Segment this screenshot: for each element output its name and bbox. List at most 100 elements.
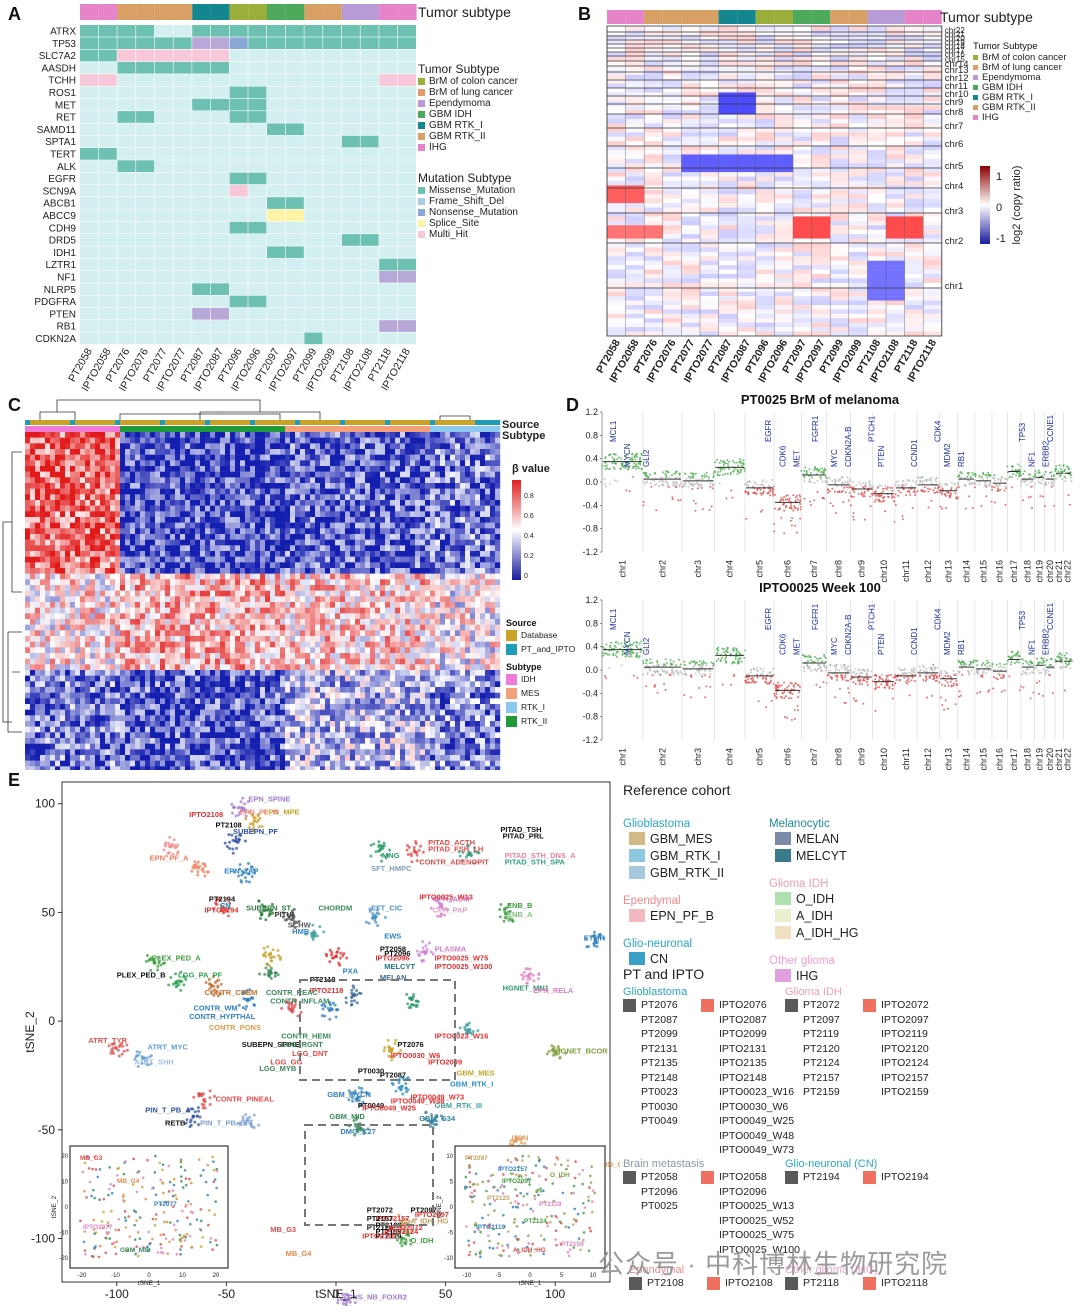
cnv-cell	[644, 190, 663, 195]
methylation-cell	[415, 591, 420, 597]
methylation-cell	[400, 562, 405, 568]
mutation-cell	[99, 271, 117, 283]
mutation-cell	[361, 333, 379, 345]
methylation-cell	[450, 568, 455, 574]
methylation-cell	[265, 534, 270, 540]
cnv-cell	[923, 84, 942, 89]
methylation-cell	[380, 483, 385, 489]
cnv-cell	[607, 106, 626, 111]
methylation-cell	[110, 460, 115, 466]
methylation-cell	[60, 517, 65, 523]
cnv-cell	[905, 168, 924, 173]
methylation-cell	[150, 494, 155, 500]
cnv-cell	[644, 296, 663, 301]
methylation-cell	[335, 534, 340, 540]
methylation-cell	[380, 455, 385, 461]
cnv-cell	[700, 115, 719, 120]
cnv-cell	[700, 261, 719, 266]
methylation-cell	[205, 551, 210, 557]
methylation-cell	[310, 449, 315, 455]
methylation-cell	[165, 574, 170, 580]
cnv-cell	[812, 115, 831, 120]
methylation-cell	[210, 483, 215, 489]
methylation-cell	[385, 511, 390, 517]
methylation-cell	[35, 489, 40, 495]
cnv-cell	[923, 247, 942, 252]
methylation-cell	[125, 585, 130, 591]
cnv-cell	[737, 128, 756, 133]
tumor-subtype-cell	[230, 4, 249, 20]
methylation-cell	[40, 455, 45, 461]
methylation-cell	[430, 517, 435, 523]
methylation-cell	[70, 477, 75, 483]
methylation-cell	[135, 562, 140, 568]
methylation-cell	[305, 449, 310, 455]
cnv-cell	[849, 132, 868, 137]
methylation-cell	[140, 432, 145, 438]
methylation-cell	[95, 506, 100, 512]
cnv-cell	[793, 88, 812, 93]
methylation-cell	[220, 494, 225, 500]
methylation-cell	[85, 438, 90, 444]
cnv-cell	[793, 44, 812, 49]
cnv-cell	[867, 66, 886, 71]
methylation-cell	[405, 494, 410, 500]
methylation-cell	[420, 562, 425, 568]
mutation-cell	[342, 136, 360, 148]
methylation-cell	[395, 540, 400, 546]
mutation-cell	[136, 160, 154, 172]
methylation-cell	[175, 511, 180, 517]
methylation-cell	[225, 438, 230, 444]
methylation-cell	[410, 591, 415, 597]
cnv-cell	[812, 278, 831, 283]
methylation-cell	[40, 477, 45, 483]
chromosome-label: chr4	[945, 181, 963, 192]
methylation-cell	[225, 489, 230, 495]
methylation-cell	[450, 540, 455, 546]
methylation-cell	[415, 517, 420, 523]
mutation-cell	[379, 50, 397, 62]
cnv-cell	[849, 53, 868, 58]
source-cell	[280, 420, 285, 425]
methylation-cell	[335, 579, 340, 585]
methylation-cell	[395, 500, 400, 506]
methylation-cell	[150, 506, 155, 512]
cnv-cell	[867, 234, 886, 239]
mutation-cell	[80, 259, 98, 271]
source-cell	[50, 420, 55, 425]
methylation-cell	[390, 506, 395, 512]
methylation-cell	[350, 438, 355, 444]
cnv-cell	[644, 177, 663, 182]
methylation-cell	[455, 517, 460, 523]
methylation-cell	[65, 438, 70, 444]
methylation-cell	[145, 562, 150, 568]
cnv-cell	[793, 30, 812, 35]
tumor-subtype-cell	[830, 10, 849, 24]
methylation-cell	[310, 579, 315, 585]
methylation-cell	[215, 568, 220, 574]
cnv-cell	[700, 66, 719, 71]
methylation-cell	[120, 483, 125, 489]
methylation-cell	[480, 534, 485, 540]
methylation-cell	[185, 449, 190, 455]
methylation-cell	[320, 545, 325, 551]
methylation-cell	[435, 574, 440, 580]
cnv-cell	[830, 88, 849, 93]
methylation-cell	[465, 574, 470, 580]
methylation-cell	[45, 568, 50, 574]
methylation-cell	[190, 494, 195, 500]
methylation-cell	[155, 494, 160, 500]
methylation-cell	[270, 455, 275, 461]
cnv-cell	[867, 314, 886, 319]
mutation-cell	[361, 197, 379, 209]
cnv-cell	[867, 190, 886, 195]
methylation-cell	[25, 460, 30, 466]
cnv-cell	[867, 132, 886, 137]
mutation-cell	[398, 333, 416, 345]
methylation-cell	[470, 477, 475, 483]
cnv-cell	[700, 75, 719, 80]
methylation-cell	[355, 591, 360, 597]
methylation-cell	[45, 585, 50, 591]
cnv-cell	[867, 44, 886, 49]
tumor-subtype-cell	[361, 4, 380, 20]
